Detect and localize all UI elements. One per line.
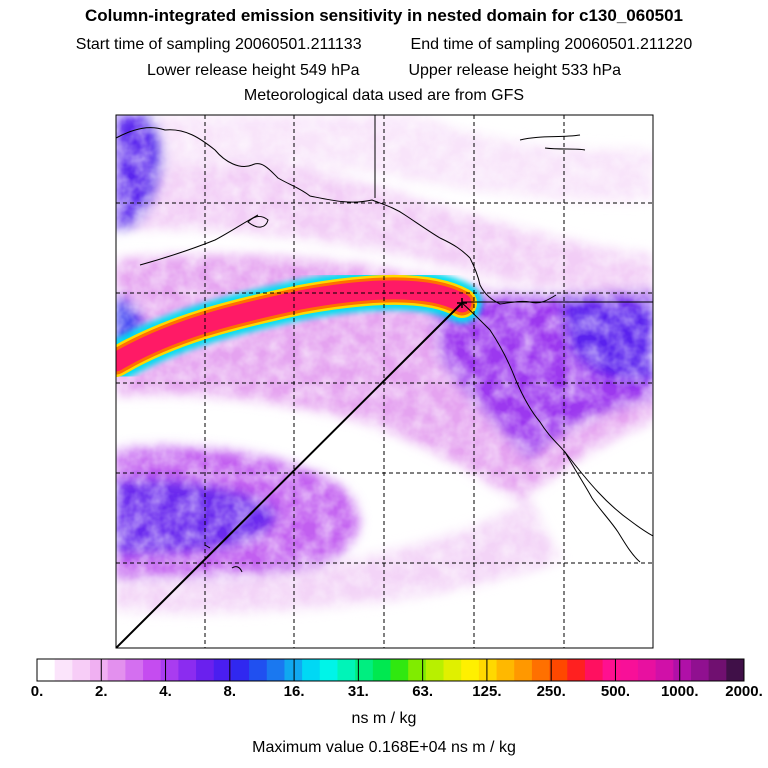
lower-height-label: Lower release height (146, 62, 296, 79)
end-time-value: 20060501.211220 (564, 36, 693, 53)
coast-bc (469, 257, 557, 305)
colorbar-swatch (514, 659, 533, 681)
coast-kodiak (247, 216, 269, 228)
colorbar-tick-label: 125. (472, 683, 502, 700)
sampling-time-line: Start time of sampling 20060501.211133 E… (0, 36, 768, 54)
max-value-units: ns m / kg (450, 739, 516, 756)
colorbar (36, 658, 745, 682)
colorbar-swatch (72, 659, 91, 681)
upper-height-value: 533 hPa (561, 62, 622, 79)
colorbar-swatch (408, 659, 427, 681)
colorbar-swatch (125, 659, 144, 681)
colorbar-swatch (443, 659, 462, 681)
coastlines (116, 115, 653, 573)
colorbar-swatch (213, 659, 232, 681)
colorbar-swatch (567, 659, 586, 681)
max-value-line: Maximum value 0.168E+04 ns m / kg (0, 739, 768, 757)
colorbar-swatch (655, 659, 674, 681)
start-time-label: Start time of sampling (75, 36, 231, 53)
colorbar-tick-label: 0. (30, 683, 44, 700)
colorbar-swatch (726, 659, 745, 681)
end-time-label: End time of sampling (410, 36, 560, 53)
upper-height-label: Upper release height (408, 62, 557, 79)
colorbar-tick-label: 2. (95, 683, 108, 700)
lower-height-value: 549 hPa (299, 62, 360, 79)
colorbar-swatch (196, 659, 215, 681)
colorbar-swatch (549, 659, 568, 681)
colorbar-frame (36, 658, 745, 682)
coast-hawaii (204, 544, 243, 573)
colorbar-swatch (284, 659, 303, 681)
colorbar-swatch (390, 659, 409, 681)
start-time-value: 20060501.211133 (234, 36, 362, 53)
release-point-marker (457, 298, 467, 308)
colorbar-swatch (620, 659, 639, 681)
colorbar-swatch (372, 659, 391, 681)
colorbar-swatch (337, 659, 356, 681)
colorbar-swatch (178, 659, 197, 681)
colorbar-swatch (302, 659, 321, 681)
colorbar-swatch (708, 659, 727, 681)
colorbar-swatch (319, 659, 338, 681)
max-value-number: 0.168E+04 (368, 739, 447, 756)
max-value-label: Maximum value (252, 739, 365, 756)
plume-core (116, 280, 472, 372)
colorbar-swatch (107, 659, 126, 681)
colorbar-tick-label: 31. (347, 683, 369, 700)
plume-trajectory (116, 269, 482, 382)
colorbar-swatch (231, 659, 250, 681)
colorbar-swatch (584, 659, 604, 681)
colorbar-swatch (143, 659, 162, 681)
coast-aleutians (139, 214, 259, 266)
colorbar-tick-label: 500. (600, 683, 631, 700)
colorbar-tick-label: 16. (283, 683, 305, 700)
colorbar-swatch (478, 659, 498, 681)
colorbar-swatch (54, 659, 73, 681)
colorbar-swatch (673, 659, 692, 681)
colorbar-swatch (531, 659, 551, 681)
colorbar-swatch (425, 659, 445, 681)
coast-baja (564, 451, 641, 563)
colorbar-swatch (90, 659, 109, 681)
chart-title: Column-integrated emission sensitivity i… (84, 6, 684, 25)
coast-pacific-nw (461, 302, 653, 537)
colorbar-tick-label: 8. (223, 683, 237, 700)
coast-alaska (116, 127, 471, 259)
colorbar-swatch (496, 659, 515, 681)
coast-north-islands (519, 134, 586, 151)
colorbar-tick-label: 2000. (725, 683, 763, 700)
map-frame (115, 114, 654, 649)
release-height-line: Lower release height 549 hPa Upper relea… (0, 62, 768, 80)
flight-track-line (116, 302, 463, 648)
colorbar-swatch (637, 659, 657, 681)
colorbar-tick-label: 1000. (660, 683, 699, 700)
colorbar-tick-label: 250. (536, 683, 566, 700)
colorbar-swatch (461, 659, 480, 681)
colorbar-swatch (37, 659, 56, 681)
colorbar-units: ns m / kg (351, 710, 417, 727)
colorbar-swatch (249, 659, 268, 681)
colorbar-swatch (355, 659, 374, 681)
colorbar-swatch (690, 659, 710, 681)
colorbar-tick-label: 63. (412, 683, 434, 700)
colorbar-swatch (266, 659, 285, 681)
met-data-line: Meteorological data used are from GFS (243, 87, 525, 104)
colorbar-tick-label: 4. (159, 683, 172, 700)
colorbar-swatch (160, 659, 179, 681)
colorbar-swatch (602, 659, 621, 681)
sensitivity-field (116, 115, 653, 648)
